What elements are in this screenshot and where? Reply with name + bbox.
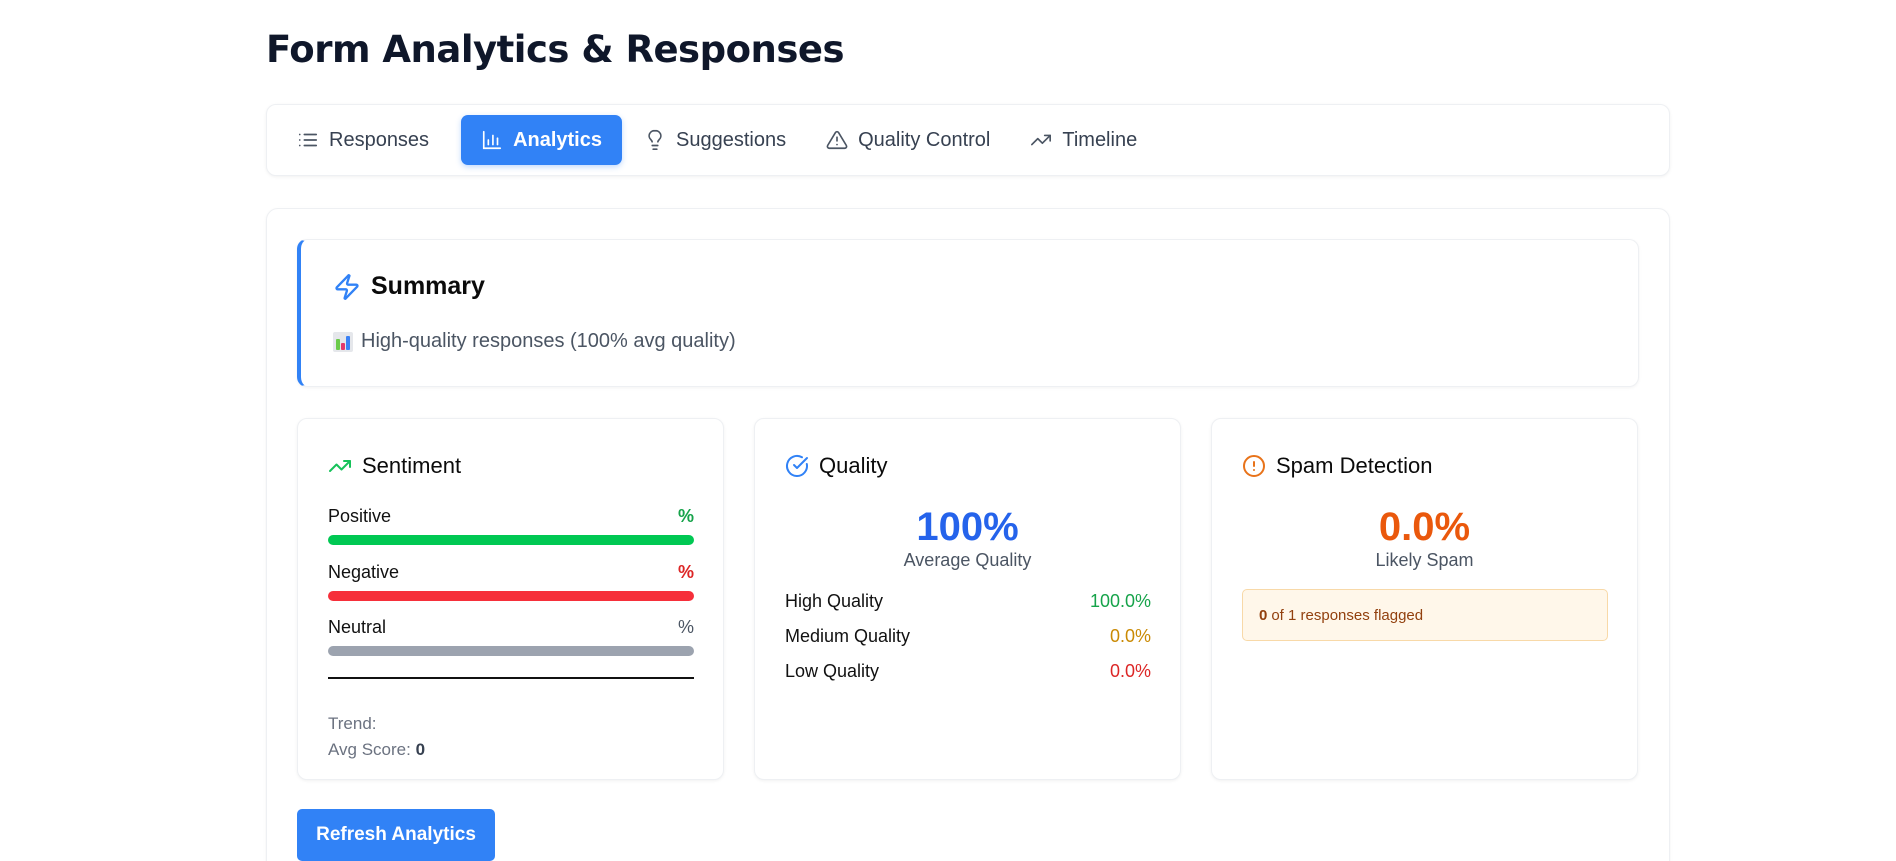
- avg-score-value: 0: [415, 740, 426, 759]
- sentiment-trend: Trend: Avg Score: 0: [328, 711, 425, 763]
- tab-analytics[interactable]: Analytics: [461, 115, 622, 165]
- sentiment-row-negative: Negative %: [328, 562, 694, 601]
- spam-rate-value: 0.0%: [1378, 505, 1471, 549]
- sentiment-label: Neutral: [328, 617, 387, 637]
- neutral-bar: [328, 646, 694, 656]
- quality-card: Quality 100% Average Quality High Qualit…: [754, 418, 1181, 780]
- spam-rate: 0.0% Likely Spam: [1212, 505, 1637, 571]
- refresh-analytics-button[interactable]: Refresh Analytics: [297, 809, 495, 861]
- quality-row-medium: Medium Quality 0.0%: [785, 626, 1151, 647]
- quality-header: Quality: [785, 453, 887, 479]
- flagged-count: 0: [1259, 606, 1268, 624]
- sentiment-title: Sentiment: [362, 453, 462, 478]
- sentiment-label: Negative: [328, 562, 400, 582]
- summary-text: High-quality responses (100% avg quality…: [361, 330, 736, 352]
- tab-label: Timeline: [1062, 128, 1138, 151]
- quality-label: Low Quality: [785, 661, 880, 681]
- spam-header: Spam Detection: [1242, 453, 1433, 479]
- sentiment-card: Sentiment Positive % Negative % Neutral …: [297, 418, 724, 780]
- trend-label: Trend:: [328, 714, 377, 733]
- trending-up-icon: [329, 460, 351, 472]
- summary-header: Summary: [333, 272, 485, 301]
- quality-label: Medium Quality: [785, 626, 911, 646]
- negative-bar: [328, 591, 694, 601]
- sentiment-row-positive: Positive %: [328, 506, 694, 545]
- sentiment-percent: %: [677, 617, 694, 637]
- lightning-icon: [335, 273, 359, 300]
- summary-card: Summary High-quality responses (100% avg…: [297, 239, 1639, 387]
- summary-title: Summary: [371, 272, 485, 300]
- quality-title: Quality: [819, 453, 888, 478]
- tab-timeline[interactable]: Timeline: [1022, 115, 1155, 165]
- spam-rate-label: Likely Spam: [1375, 550, 1474, 570]
- tab-bar: Responses Analytics Suggestions Quality …: [266, 104, 1670, 176]
- summary-text-row: High-quality responses (100% avg quality…: [333, 330, 736, 353]
- quality-label: High Quality: [785, 591, 884, 611]
- quality-value: 100.0%: [1089, 591, 1151, 611]
- tab-suggestions[interactable]: Suggestions: [636, 115, 804, 165]
- tab-label: Quality Control: [858, 128, 991, 151]
- spam-title: Spam Detection: [1276, 453, 1433, 478]
- quality-value: 0.0%: [1109, 661, 1151, 681]
- sentiment-header: Sentiment: [328, 453, 461, 479]
- alert-circle-icon: [1243, 455, 1265, 477]
- tab-responses[interactable]: Responses: [297, 115, 447, 165]
- bar-chart-icon: [482, 130, 502, 150]
- divider: [328, 677, 694, 679]
- quality-row-high: High Quality 100.0%: [785, 591, 1151, 612]
- check-circle-icon: [786, 454, 808, 477]
- lightbulb-icon: [648, 130, 662, 150]
- spam-flagged-notice: 0 of 1 responses flagged: [1242, 589, 1608, 641]
- average-quality-label: Average Quality: [903, 550, 1032, 570]
- positive-bar: [328, 535, 694, 545]
- bar-chart-emoji-icon: [333, 331, 353, 352]
- sentiment-label: Positive: [328, 506, 392, 526]
- spam-card: Spam Detection 0.0% Likely Spam 0 of 1 r…: [1211, 418, 1638, 780]
- quality-value: 0.0%: [1109, 626, 1151, 646]
- quality-average: 100% Average Quality: [755, 505, 1180, 571]
- page-title: Form Analytics & Responses: [266, 28, 844, 71]
- sentiment-row-neutral: Neutral %: [328, 617, 694, 656]
- flagged-text: of 1 responses flagged: [1271, 606, 1424, 624]
- tab-quality-control[interactable]: Quality Control: [818, 115, 1008, 165]
- tab-label: Analytics: [513, 128, 602, 151]
- quality-row-low: Low Quality 0.0%: [785, 661, 1151, 682]
- avg-score-label: Avg Score:: [328, 740, 411, 759]
- tab-label: Responses: [329, 128, 430, 151]
- list-icon: [298, 133, 318, 147]
- average-quality-value: 100%: [916, 505, 1019, 549]
- tab-label: Suggestions: [676, 128, 787, 151]
- sentiment-percent: %: [677, 506, 694, 526]
- analytics-panel: Summary High-quality responses (100% avg…: [266, 208, 1670, 861]
- sentiment-percent: %: [677, 562, 694, 582]
- warning-triangle-icon: [826, 130, 848, 150]
- trending-up-icon: [1031, 134, 1052, 146]
